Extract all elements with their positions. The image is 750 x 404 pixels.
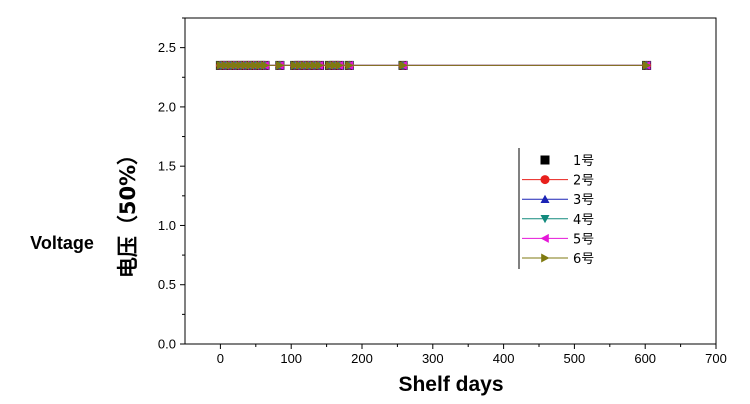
y-axis-label-english: Voltage xyxy=(30,233,94,253)
data-point xyxy=(231,60,240,70)
data-point xyxy=(295,60,305,70)
data-point xyxy=(345,60,354,70)
data-point xyxy=(310,60,320,70)
series-6 xyxy=(216,60,652,70)
x-tick-label: 700 xyxy=(705,351,727,366)
data-point xyxy=(330,60,339,70)
data-point xyxy=(276,60,285,70)
legend-label: 4号 xyxy=(573,213,594,228)
legend-label: 5号 xyxy=(573,232,594,247)
y-axis-label-chinese: 电压（50%） xyxy=(116,144,140,278)
data-point xyxy=(300,60,310,70)
series-layer xyxy=(215,60,652,70)
legend-label: 3号 xyxy=(573,193,594,208)
data-point xyxy=(290,60,300,70)
legend-marker xyxy=(540,233,549,243)
y-tick-label: 2.0 xyxy=(158,99,176,114)
legend-marker xyxy=(541,253,550,263)
data-point xyxy=(399,60,408,70)
data-point xyxy=(335,60,344,70)
data-point xyxy=(246,60,255,70)
data-point xyxy=(256,60,265,70)
y-tick-label: 1.5 xyxy=(158,159,176,174)
legend-box xyxy=(519,148,611,269)
y-tick-label: 0.0 xyxy=(158,337,176,352)
legend: 1号 2号 3号 4号 5号 6号 xyxy=(518,148,611,269)
data-point xyxy=(315,60,325,70)
x-tick-label: 600 xyxy=(634,351,656,366)
x-tick-label: 0 xyxy=(217,351,224,366)
x-tick-label: 100 xyxy=(280,351,302,366)
legend-marker xyxy=(540,194,550,204)
x-tick-label: 500 xyxy=(564,351,586,366)
data-point xyxy=(305,60,315,70)
data-point xyxy=(325,60,334,70)
legend-label: 2号 xyxy=(573,174,594,189)
data-point xyxy=(241,60,250,70)
data-point xyxy=(216,60,225,70)
data-point xyxy=(261,60,270,70)
legend-label: 6号 xyxy=(573,252,594,267)
data-point xyxy=(226,60,235,70)
data-point xyxy=(642,60,652,70)
y-tick-label: 0.5 xyxy=(158,277,176,292)
x-tick-label: 400 xyxy=(493,351,515,366)
axis-ticks: 0 100 200 300 400 500 600 700 0.0 0.5 1.0 1.5 2.0 2.5 xyxy=(158,17,727,366)
plot-frame xyxy=(184,17,717,345)
data-point xyxy=(236,60,245,70)
legend-label: 1号 xyxy=(573,154,594,169)
x-tick-label: 200 xyxy=(351,351,373,366)
y-tick-label: 1.0 xyxy=(158,218,176,233)
data-point xyxy=(251,60,260,70)
x-axis-label: Shelf days xyxy=(398,373,503,396)
data-point xyxy=(221,60,230,70)
x-tick-label: 300 xyxy=(422,351,444,366)
legend-marker xyxy=(540,155,550,165)
legend-marker xyxy=(540,175,550,185)
legend-marker xyxy=(540,214,550,224)
y-tick-label: 2.5 xyxy=(158,40,176,55)
